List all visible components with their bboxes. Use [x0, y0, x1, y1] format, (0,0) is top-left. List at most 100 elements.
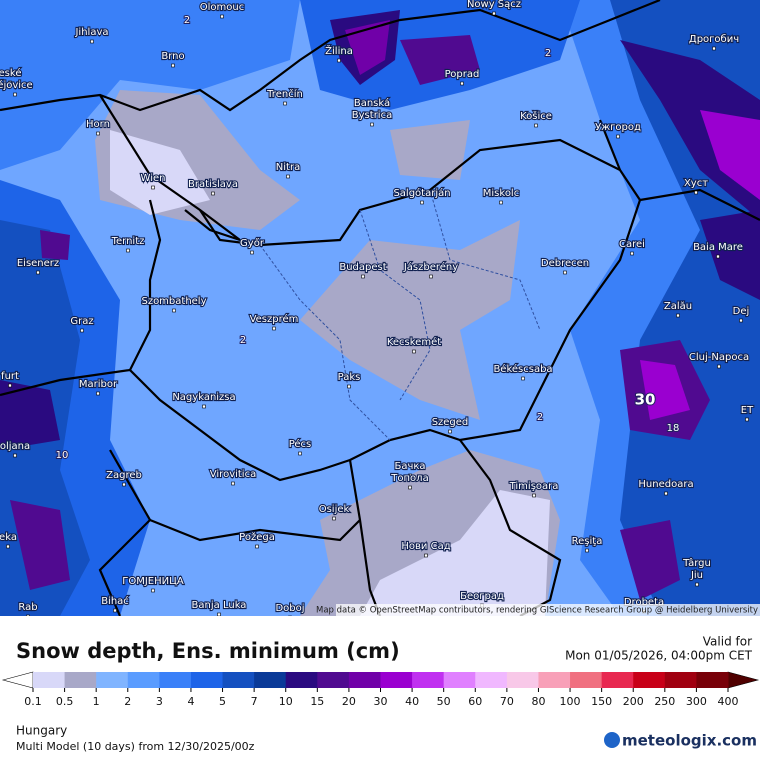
tick-label: 7 — [251, 695, 258, 708]
snow-fields — [0, 0, 760, 616]
city-dot — [172, 308, 176, 313]
city-dot — [492, 11, 496, 16]
valid-time: Mon 01/05/2026, 04:00pm CET — [565, 649, 753, 663]
tick-label: 30 — [374, 695, 388, 708]
color-swatch — [633, 672, 666, 688]
city-dot — [217, 612, 221, 616]
color-swatch — [317, 672, 350, 688]
tick-label: 0.1 — [24, 695, 42, 708]
city-dot — [532, 493, 536, 498]
city-label: Nowy Sącz — [467, 0, 521, 10]
city-dot — [96, 391, 100, 396]
tick-label: 3 — [156, 695, 163, 708]
city-dot — [26, 614, 30, 616]
color-swatch — [506, 672, 539, 688]
tick-label: 100 — [560, 695, 581, 708]
map: Olomouc Nowy Sącz Jihlava Brno Žilina Poprad Д… — [0, 0, 760, 616]
city-label: oljana — [0, 441, 30, 452]
city-dot — [151, 588, 155, 593]
city-dot — [122, 482, 126, 487]
attribution: Map data © OpenStreetMap contributors, r… — [316, 606, 758, 616]
city-label: Baia Mare — [693, 242, 743, 253]
color-swatch — [96, 672, 129, 688]
valid-label: Valid for — [703, 635, 752, 649]
city-label: Хуст — [684, 178, 708, 189]
city-label: eské — [0, 67, 21, 79]
over-triangle — [727, 671, 760, 689]
tick-label: 10 — [279, 695, 293, 708]
color-swatch — [159, 672, 192, 688]
city-label: ějovice — [0, 79, 33, 91]
city-dot — [337, 58, 341, 63]
tick-label: 0.5 — [56, 695, 74, 708]
tick-label: 60 — [468, 695, 482, 708]
city-label: Poprad — [445, 69, 480, 80]
city-label: Doboj — [275, 603, 304, 614]
city-label: Banská — [354, 97, 390, 109]
city-dot — [630, 251, 634, 256]
tick-label: 250 — [654, 695, 675, 708]
city-label: Jihlava — [74, 27, 108, 38]
city-label: Miskolc — [483, 188, 519, 199]
city-label: Žilina — [325, 44, 353, 57]
city-label: Békéscsaba — [493, 363, 552, 375]
tick-label: 80 — [531, 695, 545, 708]
city-dot — [13, 92, 17, 97]
city-dot — [332, 516, 336, 521]
city-label: Бачка — [394, 461, 425, 472]
city-label: Maribor — [79, 379, 118, 390]
contour-label: 2 — [537, 412, 543, 423]
legend-title: Snow depth, Ens. minimum (cm) — [16, 639, 400, 663]
city-dot — [448, 429, 452, 434]
tick-label: 300 — [686, 695, 707, 708]
country-borders — [0, 0, 760, 616]
city-label: Olomouc — [200, 2, 244, 13]
city-dot — [283, 101, 287, 106]
city-dot — [563, 270, 567, 275]
city-dot — [272, 326, 276, 331]
city-dot — [717, 364, 721, 369]
tick-label: 200 — [623, 695, 644, 708]
city-label: Zagreb — [106, 470, 142, 481]
city-label: Pécs — [289, 438, 312, 450]
color-swatch — [64, 672, 97, 688]
color-swatch — [127, 672, 160, 688]
region-borders — [259, 189, 541, 441]
city-dot — [676, 313, 680, 318]
color-swatch — [285, 672, 318, 688]
city-label: Ужгород — [595, 122, 641, 133]
color-swatch — [254, 672, 287, 688]
tick-label: 5 — [219, 695, 226, 708]
city-dot — [220, 14, 224, 19]
city-label: Eisenerz — [17, 258, 59, 269]
city-dot — [90, 39, 94, 44]
city-dot — [499, 200, 503, 205]
city-label: Београд — [460, 591, 504, 602]
city-label: Jiu — [690, 570, 703, 581]
city-dot — [36, 270, 40, 275]
color-swatch — [443, 672, 476, 688]
city-label: Нови Сад — [401, 541, 450, 552]
city-label: Rab — [18, 602, 37, 613]
city-dot — [298, 451, 302, 456]
city-label: Budapest — [339, 262, 386, 273]
color-swatch — [664, 672, 697, 688]
city-dot — [13, 453, 17, 458]
color-swatch — [190, 672, 224, 688]
city-label: Zalău — [664, 301, 692, 312]
city-label: furt — [1, 371, 19, 382]
city-dot — [250, 250, 254, 255]
city-label: Дрогобич — [689, 34, 739, 45]
tick-label: 1 — [93, 695, 100, 708]
tick-label: 40 — [405, 695, 419, 708]
city-dot — [347, 384, 351, 389]
region: Hungary — [16, 724, 67, 738]
brand-logo — [604, 732, 620, 748]
city-dot — [420, 200, 424, 205]
city-label: Dej — [733, 306, 750, 317]
city-dot — [664, 491, 668, 496]
color-swatch — [348, 672, 381, 688]
tick-label: 50 — [437, 695, 451, 708]
city-label: Győr — [240, 237, 265, 249]
model-run: Multi Model (10 days) from 12/30/2025/00… — [16, 740, 255, 753]
